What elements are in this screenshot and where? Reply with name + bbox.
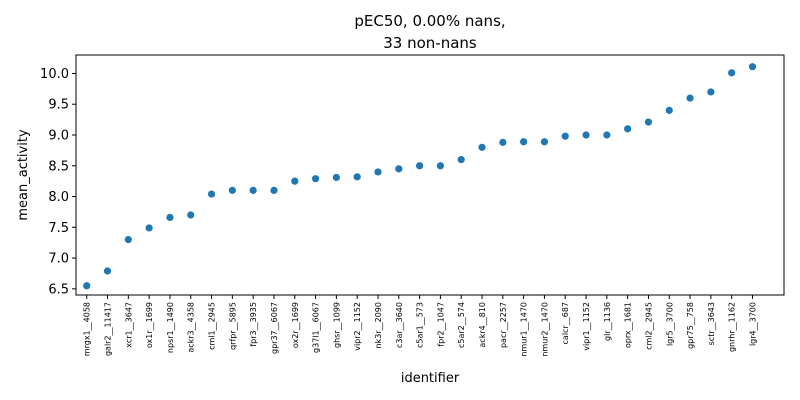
x-tick-label: ox1r__1699 (145, 302, 154, 348)
data-point (103, 267, 112, 275)
x-axis-ticks: mrgx1__4058 galr2__11417 xcr1__3647 ox1r__1… (83, 295, 757, 357)
y-tick-label: 6.5 (48, 282, 69, 297)
data-point (457, 156, 465, 164)
data-point (644, 118, 653, 126)
x-tick-label: nmur2__1470 (540, 302, 549, 357)
data-point (415, 162, 424, 170)
data-point (311, 175, 320, 183)
x-tick-label: npsr1__1490 (166, 302, 175, 353)
data-point (291, 177, 299, 185)
x-tick-label: vipr2__1152 (353, 302, 362, 351)
data-point (83, 282, 91, 290)
x-tick-label: gnrhr__1162 (728, 302, 737, 352)
y-tick-label: 9.5 (48, 98, 69, 113)
x-tick-label: gpr37__6067 (270, 302, 279, 354)
x-tick-label: gpr75__758 (686, 302, 695, 349)
x-tick-label: calcr__687 (561, 302, 570, 344)
data-point (436, 162, 445, 170)
y-tick-label: 7.0 (48, 252, 69, 267)
data-point (624, 125, 632, 133)
x-tick-label: nmur1__1470 (520, 302, 529, 357)
x-tick-label: nk3r__2090 (374, 302, 383, 348)
data-point (728, 69, 736, 77)
x-tick-label: lgr4__3700 (748, 302, 757, 346)
x-tick-label: c5ar1__573 (416, 302, 425, 348)
y-axis-ticks: 6.5 7.0 7.5 8.0 8.5 9.0 9.5 10.0 (40, 67, 76, 297)
x-tick-label: c5ar2__574 (457, 302, 466, 348)
data-point (478, 143, 486, 151)
data-point (686, 94, 694, 102)
data-point (395, 165, 403, 173)
y-tick-label: 9.0 (48, 129, 69, 144)
x-tick-label: c3ar__3640 (395, 302, 404, 348)
data-point (665, 106, 673, 114)
y-axis-label: mean_activity (16, 129, 31, 221)
x-tick-label: sctr__3643 (707, 302, 716, 345)
x-axis-label: identifier (401, 371, 460, 386)
chart-title-line-2: 33 non-nans (383, 34, 477, 52)
x-tick-label: ackr4__810 (478, 302, 487, 348)
data-point (207, 190, 216, 198)
data-point (374, 168, 382, 176)
data-point (748, 63, 757, 71)
data-point (228, 186, 236, 194)
x-tick-label: fpr3__3935 (249, 302, 258, 347)
x-tick-label: ackr3__4358 (187, 302, 196, 353)
x-tick-label: g37l1__6067 (312, 302, 321, 353)
x-tick-label: galr2__11417 (104, 302, 113, 356)
data-point (499, 138, 507, 146)
x-tick-label: glr__1136 (603, 302, 612, 341)
data-point (166, 213, 174, 222)
data-point (540, 138, 549, 146)
data-point (270, 186, 278, 194)
data-point (187, 211, 195, 219)
x-tick-label: mrgx1__4058 (83, 302, 92, 356)
y-tick-label: 8.5 (48, 159, 69, 174)
data-point (582, 131, 590, 139)
data-point (353, 173, 361, 181)
data-point (145, 224, 153, 232)
x-tick-label: cml2__2945 (644, 302, 653, 350)
x-tick-label: ghsr__1099 (332, 302, 341, 348)
x-tick-label: vipr1__1152 (582, 302, 591, 351)
x-tick-label: pacr__2257 (499, 302, 508, 348)
x-tick-label: xcr1__3647 (124, 302, 133, 348)
x-tick-label: cml1__2945 (208, 302, 217, 350)
x-tick-label: oprx__1681 (624, 302, 633, 348)
data-point (603, 131, 611, 139)
data-point (520, 138, 528, 146)
x-tick-label: fpr2__1047 (436, 302, 445, 347)
data-point (249, 186, 257, 194)
x-tick-label: qrfpr__5895 (228, 302, 237, 350)
y-tick-label: 8.0 (48, 190, 69, 205)
data-point (124, 236, 132, 244)
x-tick-label: ox2r__1699 (291, 302, 300, 348)
data-point (561, 132, 569, 140)
chart-title-line-1: pEC50, 0.00% nans, (354, 12, 505, 30)
x-tick-label: lgr5__3700 (665, 302, 674, 346)
y-tick-label: 7.5 (48, 221, 69, 236)
y-tick-label: 10.0 (40, 67, 69, 82)
data-point (332, 173, 340, 182)
data-point (707, 88, 715, 96)
data-points (83, 63, 757, 290)
plot-area-frame (75, 54, 785, 296)
